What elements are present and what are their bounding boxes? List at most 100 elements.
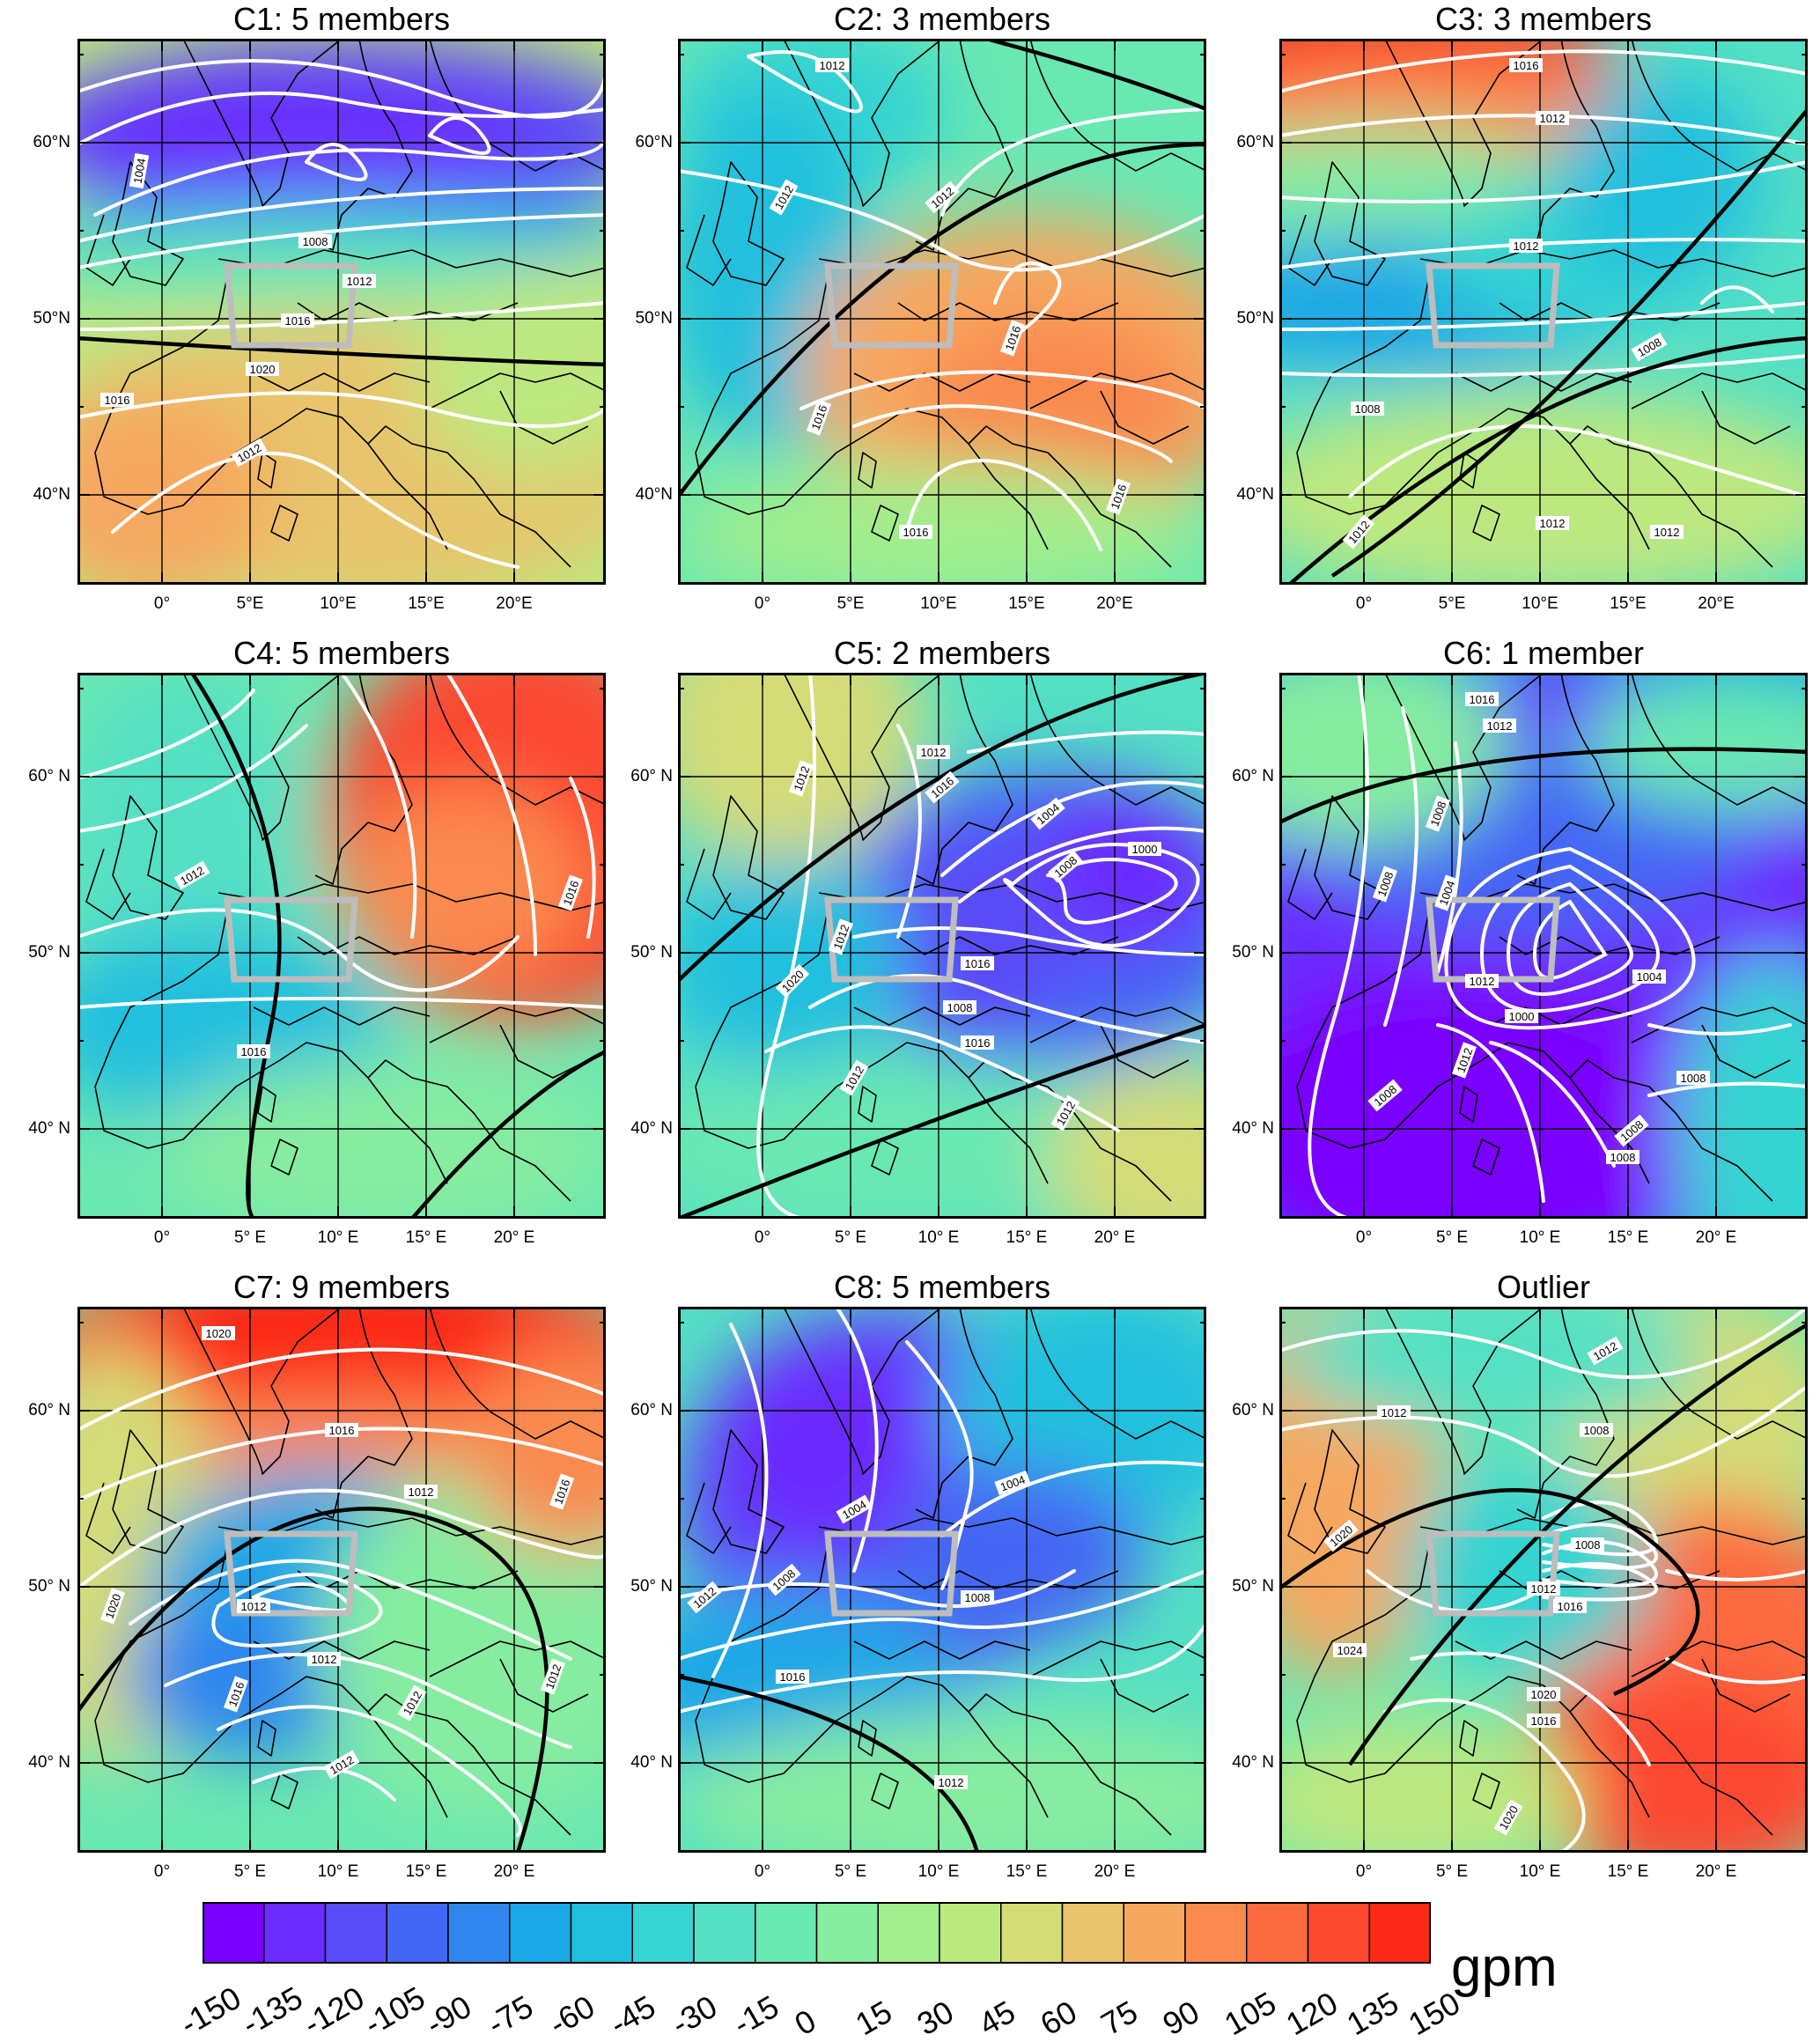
- coastline: [1459, 1086, 1478, 1123]
- colorbar-swatch: [1000, 1901, 1064, 1965]
- coastline: [1701, 1024, 1791, 1079]
- panel-outlier: Outlier 1012 1012 1008 1020 1008 1012 1016 1024 1…: [1232, 1268, 1808, 1902]
- coastline: [968, 425, 1172, 568]
- coastline: [1296, 276, 1439, 515]
- longitude-label: 0°: [1355, 1862, 1373, 1881]
- colorbar-swatch: [631, 1901, 695, 1965]
- coastline: [499, 390, 589, 445]
- coastline: [297, 936, 519, 955]
- svg-text:1012: 1012: [1654, 526, 1680, 539]
- panel-c6: C6: 1 member 1016 1012 1008 1008 1004 1012 1000…: [1232, 634, 1808, 1268]
- isobar-label: 1012: [307, 1652, 341, 1666]
- anomaly-blob: [1403, 1465, 1649, 1677]
- latitude-label: 60°N: [33, 133, 70, 151]
- svg-text:1012: 1012: [939, 1776, 964, 1789]
- colorbar-tick-label: 15: [849, 1993, 898, 2042]
- isobar: [747, 50, 863, 114]
- svg-text:1016: 1016: [965, 957, 991, 970]
- svg-text:1012: 1012: [312, 1653, 337, 1666]
- latitude-label: 50°N: [1236, 309, 1274, 328]
- map-frame: 1012 1016 1016: [77, 673, 606, 1219]
- isobar: [940, 1460, 1206, 1537]
- isobar: [852, 926, 1206, 956]
- map-border: [678, 673, 1206, 1219]
- zero-anomaly-line: [678, 1022, 1206, 1219]
- coastline: [1516, 673, 1615, 885]
- isobar: [1532, 900, 1608, 980]
- isobar: [1436, 741, 1463, 974]
- svg-text:1008: 1008: [1355, 402, 1381, 416]
- anomaly-blob: [713, 1342, 960, 1553]
- coastline: [1384, 39, 1544, 207]
- svg-text:1008: 1008: [1610, 1151, 1636, 1164]
- longitude-label: 15°E: [1610, 594, 1647, 613]
- svg-text:1016: 1016: [1558, 1600, 1583, 1613]
- coastline: [429, 1307, 606, 1440]
- isobar: [1542, 1562, 1658, 1602]
- isobars: [678, 1307, 1206, 1714]
- zero-contour: [190, 673, 606, 1219]
- colorbar-tick-label: 60: [1034, 1993, 1083, 2042]
- svg-text:1008: 1008: [1681, 1072, 1706, 1085]
- colorbar-tick-label: -90: [419, 1987, 478, 2042]
- isobar: [678, 1622, 1206, 1714]
- isobar-label: 1008: [298, 234, 332, 248]
- colorbar-border: [203, 1902, 1431, 1964]
- coastline: [858, 1086, 877, 1123]
- coastline: [1029, 1307, 1206, 1440]
- isobar-label: 1008: [1676, 1071, 1710, 1085]
- anomaly-blob: [342, 787, 588, 981]
- coastline: [270, 505, 298, 542]
- region-box: [224, 896, 358, 983]
- isobar-label: 1016: [961, 956, 994, 970]
- svg-text:1012: 1012: [241, 1600, 267, 1613]
- coastline: [257, 452, 276, 489]
- coastline: [1029, 673, 1206, 806]
- coastline: [968, 1693, 1172, 1836]
- isobar-label: 1016: [1527, 1714, 1560, 1728]
- isobars: [77, 673, 606, 1009]
- longitude-label: 10°E: [920, 594, 957, 613]
- coastline: [1287, 1482, 1333, 1554]
- longitude-label: 20° E: [1094, 1228, 1136, 1247]
- coastline: [853, 1640, 1031, 1660]
- map-border: [77, 673, 606, 1219]
- panel-c1: C1: 5 members 1004 1008 1012 1016 1020 1016 101…: [33, 0, 606, 634]
- isobar: [77, 689, 255, 780]
- svg-text:1016: 1016: [1531, 1714, 1557, 1728]
- tick-marks: [1279, 39, 1808, 585]
- anomaly-blob: [1279, 1307, 1702, 1430]
- anomaly-blob: [77, 391, 271, 585]
- colorbar-tick-label: -60: [542, 1987, 601, 2042]
- coastline: [217, 883, 606, 911]
- coastline: [1455, 1640, 1632, 1660]
- longitude-label: 0°: [153, 1862, 171, 1881]
- region-box: [1426, 896, 1560, 983]
- panel-c5: C5: 2 members 1012 1012 1016 1008 1000 1004 101…: [630, 634, 1206, 1268]
- latitude-label: 50° N: [630, 943, 673, 962]
- tick-marks: [77, 39, 606, 585]
- isobar: [1542, 1522, 1658, 1570]
- longitude-label: 10° E: [317, 1228, 359, 1247]
- graticule: [678, 1307, 1206, 1853]
- coastline: [836, 1042, 1049, 1184]
- anomaly-blob: [678, 461, 1206, 585]
- coastline: [858, 452, 877, 489]
- coastline: [1100, 1658, 1190, 1713]
- panel-title: C3: 3 members: [1434, 1, 1653, 37]
- coastline: [182, 39, 343, 207]
- latitude-label: 40°N: [635, 485, 673, 504]
- coastlines: [85, 39, 606, 568]
- coastline: [297, 302, 519, 321]
- longitude-label: 5° E: [834, 1862, 867, 1881]
- latitude-label: 60° N: [630, 767, 673, 785]
- longitude-label: 10° E: [917, 1862, 960, 1881]
- isobar-label: 1012: [404, 1485, 438, 1499]
- coastline: [235, 1676, 448, 1818]
- coastline: [1631, 1307, 1808, 1440]
- longitude-label: 15° E: [1607, 1228, 1649, 1247]
- isobar: [958, 826, 1206, 903]
- coastline: [712, 795, 785, 920]
- zero-contour: [1279, 747, 1808, 825]
